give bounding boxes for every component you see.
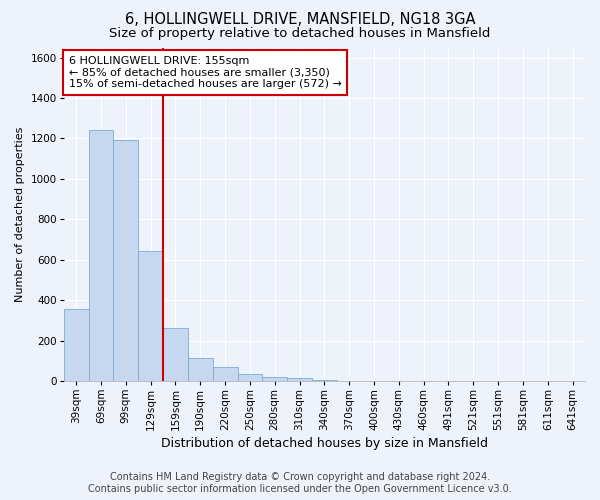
- Bar: [113, 140, 138, 381]
- Y-axis label: Number of detached properties: Number of detached properties: [15, 126, 25, 302]
- Bar: [262, 377, 287, 381]
- Bar: [212, 367, 238, 381]
- Text: Size of property relative to detached houses in Mansfield: Size of property relative to detached ho…: [109, 26, 491, 40]
- Bar: [163, 328, 188, 381]
- Bar: [238, 374, 262, 381]
- Bar: [188, 358, 212, 381]
- Bar: [287, 378, 312, 381]
- Bar: [89, 130, 113, 381]
- X-axis label: Distribution of detached houses by size in Mansfield: Distribution of detached houses by size …: [161, 437, 488, 450]
- Bar: [312, 380, 337, 381]
- Text: Contains HM Land Registry data © Crown copyright and database right 2024.
Contai: Contains HM Land Registry data © Crown c…: [88, 472, 512, 494]
- Text: 6 HOLLINGWELL DRIVE: 155sqm
← 85% of detached houses are smaller (3,350)
15% of : 6 HOLLINGWELL DRIVE: 155sqm ← 85% of det…: [69, 56, 342, 89]
- Bar: [64, 309, 89, 381]
- Bar: [138, 250, 163, 381]
- Text: 6, HOLLINGWELL DRIVE, MANSFIELD, NG18 3GA: 6, HOLLINGWELL DRIVE, MANSFIELD, NG18 3G…: [125, 12, 475, 28]
